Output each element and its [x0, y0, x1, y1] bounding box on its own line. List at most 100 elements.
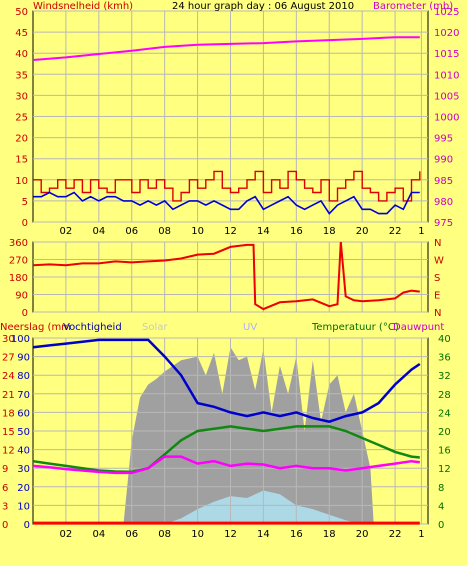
- compass-tick-label: W: [434, 256, 444, 267]
- wind-tick-label: 45: [15, 28, 28, 39]
- wind-tick-label: 20: [15, 134, 28, 145]
- barometer-axis-label: Barometer (mb): [373, 1, 453, 12]
- hour-tick-label: 12: [224, 529, 237, 540]
- humidity-tick-label: 30: [17, 464, 30, 475]
- hour-tick-label: 1: [418, 529, 424, 540]
- wind-tick-label: 5: [22, 197, 28, 208]
- rain-axis: 0 3 6 9 12 15 18 21 24 27 30: [2, 334, 15, 531]
- barometer-axis: 975 980 985 990 995 1000 1005 1010 1015 1020 1025: [434, 7, 459, 229]
- solar-label: Solar: [142, 322, 168, 333]
- barometer-tick-label: 1020: [434, 28, 459, 39]
- hour-tick-label: 12: [224, 226, 237, 237]
- humidity-tick-label: 100: [11, 334, 30, 345]
- hour-tick-label: 22: [389, 226, 402, 237]
- rain-tick-label: 24: [2, 371, 15, 382]
- compass-tick-label: N: [434, 308, 441, 319]
- hour-tick-label: 20: [356, 226, 369, 237]
- temperature-tick-label: 24: [438, 408, 451, 419]
- wind-tick-label: 0: [22, 218, 28, 229]
- rain-tick-label: 30: [2, 334, 15, 345]
- temperature-tick-label: 4: [438, 501, 444, 512]
- hour-tick-label: 02: [60, 226, 73, 237]
- wind-speed-axis: 0 5 10 15 20 25 30 35 40 45 50: [15, 7, 28, 229]
- direction-tick-label: 0: [22, 308, 28, 319]
- wind-tick-label: 25: [15, 113, 28, 124]
- wind-direction-grid: [33, 241, 428, 313]
- barometer-tick-label: 1025: [434, 7, 459, 18]
- direction-tick-label: 180: [9, 273, 28, 284]
- humidity-tick-label: 10: [17, 501, 30, 512]
- temperature-axis: 0 4 8 12 16 20 24 28 32 36 40: [438, 334, 451, 531]
- temperature-tick-label: 32: [438, 371, 451, 382]
- barometer-tick-label: 980: [434, 197, 453, 208]
- wind-baro-grid: [33, 10, 428, 223]
- hour-tick-label: 04: [92, 529, 105, 540]
- temperature-tick-label: 20: [438, 427, 451, 438]
- hour-tick-label: 16: [290, 529, 303, 540]
- rain-tick-label: 0: [2, 520, 8, 531]
- hour-tick-label: 10: [191, 529, 204, 540]
- hour-axis-3: 02 04 06 08 10 12 14 16 18 20 22 1: [60, 529, 425, 540]
- humidity-tick-label: 20: [17, 483, 30, 494]
- compass-tick-label: E: [434, 291, 440, 302]
- barometer-tick-label: 995: [434, 134, 453, 145]
- direction-tick-label: 90: [15, 291, 28, 302]
- rain-tick-label: 27: [2, 353, 15, 364]
- temperature-tick-label: 16: [438, 446, 451, 457]
- wind-tick-label: 30: [15, 91, 28, 102]
- compass-tick-label: S: [434, 273, 440, 284]
- hour-tick-label: 02: [60, 529, 73, 540]
- wind-tick-label: 10: [15, 176, 28, 187]
- humidity-tick-label: 80: [17, 371, 30, 382]
- humidity-axis: 0 10 20 30 40 50 60 70 80 90 100: [11, 334, 30, 531]
- hour-tick-label: 18: [323, 226, 336, 237]
- wind-average-line: [33, 191, 420, 215]
- wind-tick-label: 50: [15, 7, 28, 18]
- hour-tick-label: 1: [418, 226, 424, 237]
- rain-temp-series: [32, 338, 421, 525]
- hour-tick-label: 04: [92, 226, 105, 237]
- barometer-tick-label: 1000: [434, 113, 459, 124]
- chart-title: 24 hour graph day : 06 August 2010: [172, 1, 354, 12]
- hour-tick-label: 18: [323, 529, 336, 540]
- wind-tick-label: 35: [15, 70, 28, 81]
- temperature-tick-label: 40: [438, 334, 451, 345]
- rain-tick-label: 18: [2, 408, 15, 419]
- wind-direction-line: [32, 241, 420, 311]
- humidity-tick-label: 70: [17, 390, 30, 401]
- temperature-tick-label: 8: [438, 483, 444, 494]
- humidity-axis-label: Vochtigheid: [63, 322, 122, 333]
- barometer-tick-label: 990: [434, 155, 453, 166]
- barometer-tick-label: 1005: [434, 91, 459, 102]
- humidity-tick-label: 50: [17, 427, 30, 438]
- hour-tick-label: 06: [125, 226, 138, 237]
- direction-tick-label: 360: [9, 238, 28, 249]
- uv-label: UV: [243, 322, 257, 333]
- hour-tick-label: 14: [257, 226, 270, 237]
- wind-tick-label: 40: [15, 49, 28, 60]
- rain-tick-label: 3: [2, 501, 8, 512]
- barometer-tick-label: 1015: [434, 49, 459, 60]
- temperature-line: [32, 425, 420, 474]
- humidity-tick-label: 90: [17, 353, 30, 364]
- rain-tick-label: 9: [2, 464, 8, 475]
- humidity-tick-label: 0: [24, 520, 30, 531]
- wind-baro-series: [32, 36, 421, 215]
- direction-degree-axis: 0 90 180 270 360: [9, 238, 28, 319]
- rain-tick-label: 21: [2, 390, 15, 401]
- barometer-line: [32, 36, 420, 61]
- temperature-tick-label: 36: [438, 353, 451, 364]
- hour-tick-label: 14: [257, 529, 270, 540]
- hour-tick-label: 08: [158, 226, 171, 237]
- barometer-tick-label: 1010: [434, 70, 459, 81]
- dewpoint-axis-label: Dauwpunt: [393, 322, 444, 333]
- hour-tick-label: 10: [191, 226, 204, 237]
- temperature-tick-label: 28: [438, 390, 451, 401]
- wind-tick-label: 15: [15, 155, 28, 166]
- direction-tick-label: 270: [9, 256, 28, 267]
- hour-tick-label: 08: [158, 529, 171, 540]
